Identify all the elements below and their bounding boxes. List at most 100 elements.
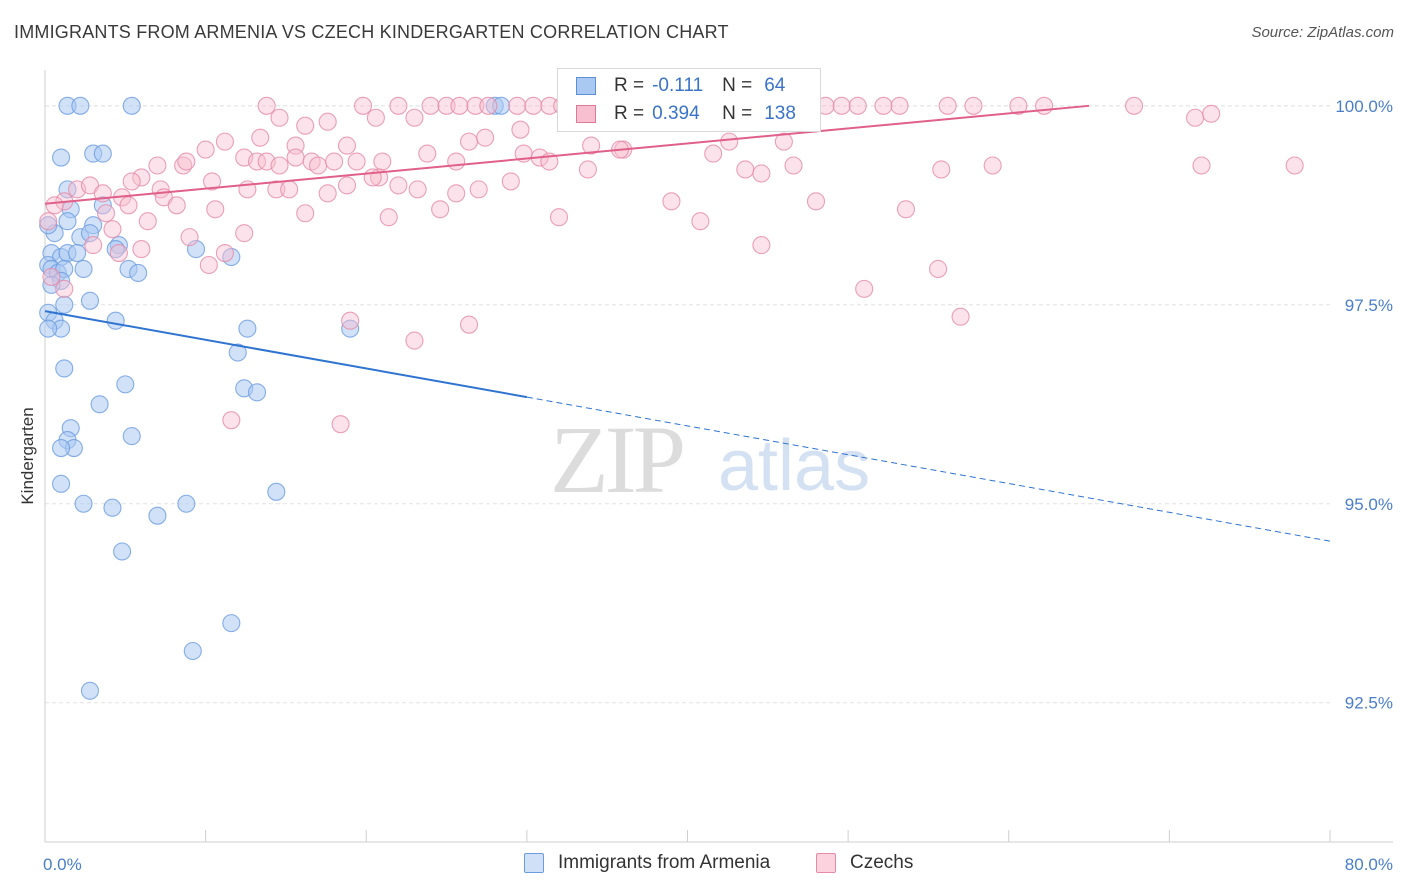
data-point[interactable] (96, 204, 116, 223)
data-point[interactable] (119, 196, 138, 215)
data-point[interactable] (1124, 96, 1144, 115)
data-point[interactable] (691, 212, 710, 231)
data-point[interactable] (501, 172, 520, 191)
data-point[interactable] (806, 192, 826, 211)
data-point[interactable] (199, 255, 218, 275)
data-point[interactable] (450, 96, 469, 115)
data-point[interactable] (80, 681, 100, 700)
data-point[interactable] (1202, 104, 1221, 123)
data-point[interactable] (929, 259, 948, 279)
data-point[interactable] (1009, 96, 1028, 115)
data-point[interactable] (93, 144, 112, 163)
data-point[interactable] (296, 116, 315, 135)
data-point[interactable] (183, 641, 202, 661)
data-point[interactable] (68, 244, 87, 263)
series-legend-czechs[interactable]: Czechs (816, 852, 913, 874)
data-point[interactable] (42, 267, 61, 286)
data-point[interactable] (222, 411, 241, 430)
data-point[interactable] (132, 168, 151, 187)
data-point[interactable] (832, 96, 851, 115)
data-point[interactable] (52, 474, 71, 493)
data-point[interactable] (418, 144, 437, 163)
data-point[interactable] (774, 132, 793, 151)
data-point[interactable] (373, 152, 392, 171)
data-point[interactable] (116, 375, 135, 394)
data-point[interactable] (459, 132, 479, 151)
data-point[interactable] (270, 156, 289, 175)
data-point[interactable] (405, 331, 424, 350)
data-point[interactable] (122, 427, 141, 446)
data-point[interactable] (582, 136, 601, 155)
data-point[interactable] (479, 96, 498, 115)
data-point[interactable] (247, 152, 267, 171)
data-point[interactable] (325, 152, 344, 171)
data-point[interactable] (74, 259, 93, 279)
data-point[interactable] (109, 244, 128, 263)
data-point[interactable] (84, 236, 103, 255)
data-point[interactable] (347, 152, 366, 171)
data-point[interactable] (1186, 108, 1205, 127)
data-point[interactable] (983, 156, 1002, 175)
data-point[interactable] (366, 108, 385, 127)
data-point[interactable] (80, 176, 100, 195)
data-point[interactable] (113, 542, 132, 561)
data-point[interactable] (203, 172, 222, 191)
data-point[interactable] (74, 494, 93, 513)
data-point[interactable] (132, 240, 151, 259)
data-point[interactable] (238, 319, 257, 338)
data-point[interactable] (222, 614, 241, 633)
data-point[interactable] (578, 160, 597, 179)
data-point[interactable] (106, 311, 125, 330)
data-point[interactable] (704, 144, 723, 163)
data-point[interactable] (476, 128, 495, 147)
data-point[interactable] (353, 96, 373, 115)
data-point[interactable] (431, 200, 450, 219)
data-point[interactable] (103, 498, 122, 517)
data-point[interactable] (447, 184, 466, 203)
data-point[interactable] (318, 112, 337, 131)
data-point[interactable] (280, 180, 299, 199)
data-point[interactable] (103, 220, 122, 239)
data-point[interactable] (469, 180, 488, 199)
data-point[interactable] (447, 152, 466, 171)
data-point[interactable] (784, 156, 803, 175)
data-point[interactable] (180, 228, 199, 247)
data-point[interactable] (938, 96, 957, 115)
data-point[interactable] (235, 224, 254, 243)
data-point[interactable] (80, 224, 100, 243)
data-point[interactable] (148, 156, 167, 175)
data-point[interactable] (752, 164, 771, 183)
data-point[interactable] (720, 132, 739, 151)
data-point[interactable] (964, 96, 983, 115)
data-point[interactable] (890, 96, 909, 115)
data-point[interactable] (257, 96, 276, 115)
data-point[interactable] (247, 383, 267, 402)
data-point[interactable] (855, 279, 874, 298)
data-point[interactable] (251, 128, 270, 147)
data-point[interactable] (58, 212, 77, 231)
data-point[interactable] (405, 108, 424, 127)
data-point[interactable] (52, 438, 71, 458)
data-point[interactable] (466, 96, 485, 115)
data-point[interactable] (52, 148, 71, 167)
data-point[interactable] (286, 148, 305, 167)
data-point[interactable] (459, 315, 479, 334)
data-point[interactable] (90, 395, 109, 414)
data-point[interactable] (524, 96, 543, 115)
data-point[interactable] (337, 136, 357, 155)
data-point[interactable] (122, 96, 141, 115)
data-point[interactable] (408, 180, 427, 199)
data-point[interactable] (662, 192, 681, 211)
data-point[interactable] (196, 140, 215, 159)
data-point[interactable] (215, 244, 234, 263)
data-point[interactable] (177, 152, 196, 171)
data-point[interactable] (736, 160, 755, 179)
data-point[interactable] (896, 200, 916, 219)
data-point[interactable] (848, 96, 867, 115)
data-point[interactable] (337, 176, 357, 195)
data-point[interactable] (874, 96, 893, 115)
data-point[interactable] (55, 279, 74, 298)
data-point[interactable] (215, 132, 234, 151)
data-point[interactable] (167, 196, 186, 215)
data-point[interactable] (752, 236, 771, 255)
